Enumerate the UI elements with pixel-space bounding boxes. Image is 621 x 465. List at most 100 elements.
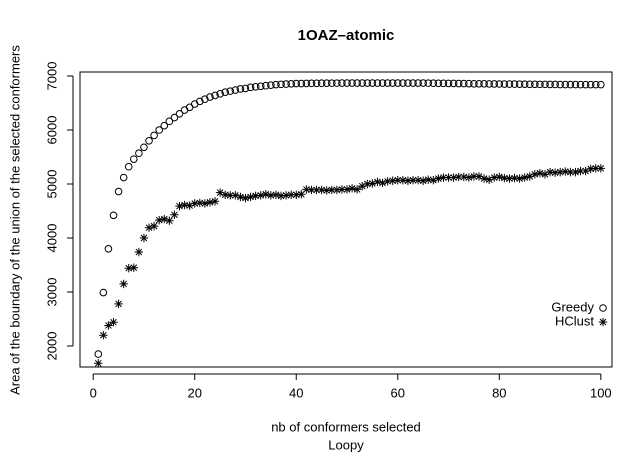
legend-label: HClust xyxy=(555,313,594,328)
point xyxy=(155,126,163,134)
point xyxy=(403,176,413,185)
point xyxy=(449,79,458,88)
point xyxy=(510,173,519,183)
x-tick-label: 80 xyxy=(492,385,506,400)
point xyxy=(470,79,478,88)
point xyxy=(454,172,463,182)
point xyxy=(205,198,215,207)
point xyxy=(383,79,392,87)
chart-title: 1OAZ–atomic xyxy=(298,27,395,44)
point xyxy=(271,190,281,199)
point xyxy=(536,80,544,89)
point xyxy=(571,167,580,177)
point xyxy=(114,299,123,309)
point xyxy=(190,100,199,108)
point xyxy=(332,185,342,195)
point xyxy=(424,175,433,184)
point xyxy=(297,79,306,88)
point xyxy=(160,121,169,130)
point xyxy=(505,80,514,88)
y-tick-label: 5000 xyxy=(44,170,59,199)
point xyxy=(170,113,179,122)
point xyxy=(119,279,128,289)
point xyxy=(343,79,351,87)
point xyxy=(94,350,103,358)
point xyxy=(358,79,367,87)
point xyxy=(515,174,524,183)
point xyxy=(135,149,143,158)
y-axis-label: Area of the boundary of the union of the… xyxy=(7,45,22,395)
point xyxy=(551,80,559,89)
point xyxy=(363,179,372,189)
point xyxy=(231,191,240,200)
point xyxy=(272,80,280,89)
point xyxy=(358,181,367,191)
point xyxy=(292,190,301,199)
point xyxy=(281,191,291,200)
point xyxy=(317,79,326,88)
point xyxy=(546,80,554,89)
point xyxy=(566,167,575,177)
point xyxy=(454,79,463,88)
point xyxy=(94,359,103,368)
point xyxy=(150,131,158,140)
point xyxy=(520,80,529,89)
point xyxy=(449,173,458,182)
point xyxy=(246,192,255,202)
point xyxy=(195,198,205,208)
x-tick-label: 0 xyxy=(90,385,97,400)
point xyxy=(246,83,255,92)
point xyxy=(256,191,265,200)
point xyxy=(241,84,250,93)
point xyxy=(566,80,575,89)
point xyxy=(277,80,285,89)
point xyxy=(292,79,301,88)
point xyxy=(490,173,499,182)
point xyxy=(302,185,311,194)
point xyxy=(266,191,276,200)
point xyxy=(561,80,570,89)
plot-box xyxy=(79,71,613,368)
point xyxy=(139,233,149,243)
point xyxy=(175,201,184,211)
point xyxy=(388,79,397,87)
point xyxy=(586,164,595,174)
point xyxy=(196,97,204,106)
point xyxy=(347,184,357,193)
point xyxy=(165,117,174,126)
point xyxy=(510,80,519,88)
point xyxy=(226,191,235,200)
point xyxy=(495,172,504,182)
point xyxy=(99,288,108,297)
point xyxy=(267,81,275,89)
point xyxy=(439,173,448,182)
point xyxy=(576,166,585,176)
point xyxy=(99,330,108,340)
point xyxy=(495,80,504,88)
point xyxy=(317,185,326,195)
point xyxy=(398,176,408,185)
point xyxy=(109,211,118,220)
point xyxy=(297,190,306,199)
point xyxy=(236,192,245,202)
point xyxy=(134,247,144,257)
point xyxy=(282,80,290,88)
point xyxy=(591,164,600,173)
point xyxy=(479,174,489,183)
point xyxy=(393,79,402,87)
point xyxy=(597,80,605,89)
point xyxy=(216,90,224,98)
point xyxy=(338,79,346,87)
point xyxy=(444,173,453,182)
point xyxy=(545,167,555,177)
point xyxy=(251,191,260,201)
point xyxy=(419,79,427,87)
point xyxy=(226,87,235,95)
point xyxy=(530,170,540,179)
point xyxy=(383,177,392,186)
point xyxy=(104,321,113,330)
point xyxy=(424,79,433,87)
point xyxy=(109,318,118,327)
